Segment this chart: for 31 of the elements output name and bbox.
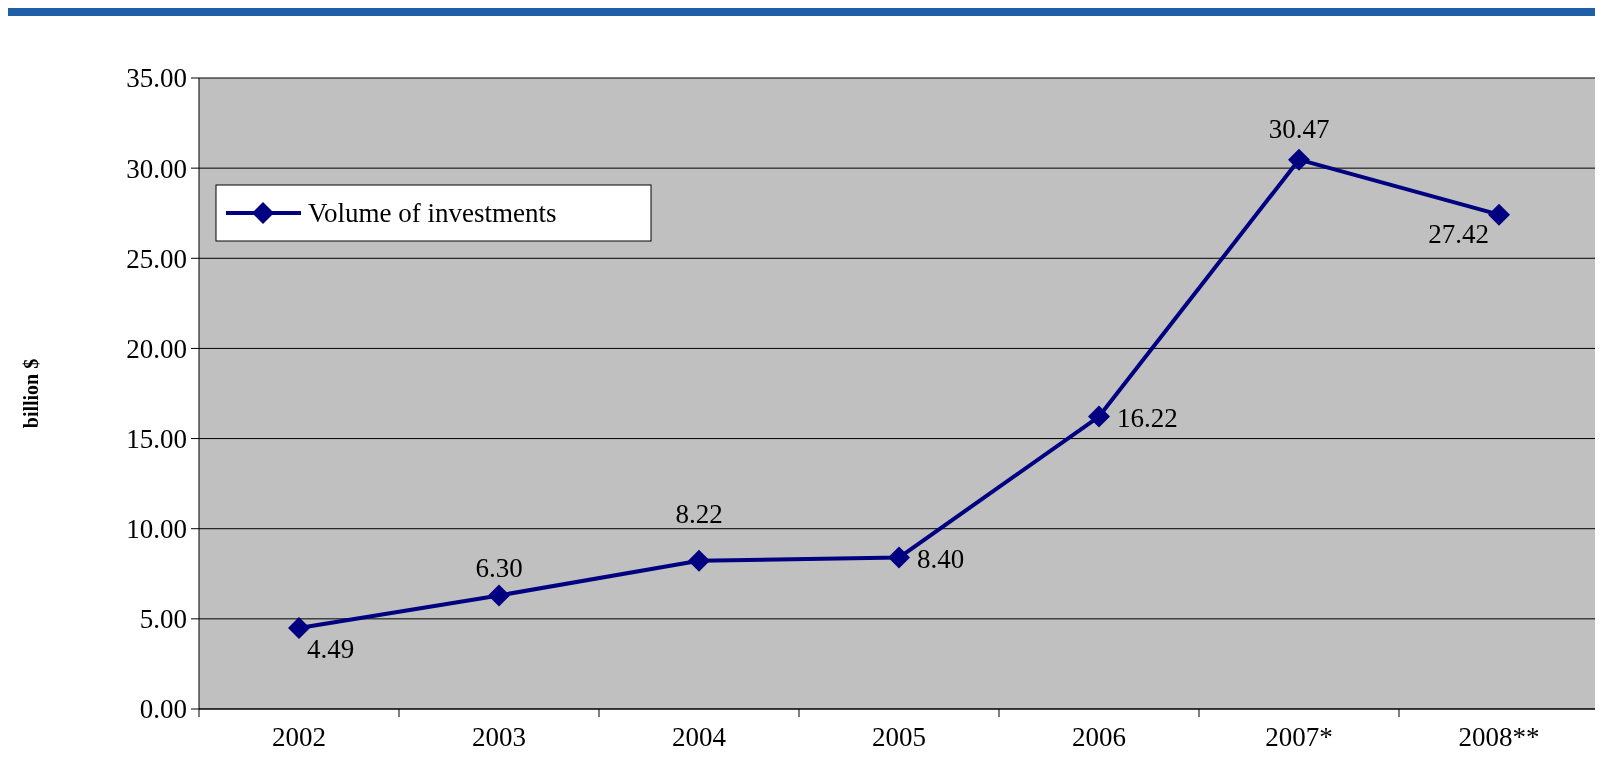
x-tick-label: 2003 (472, 722, 526, 752)
x-tick-label: 2002 (272, 722, 326, 752)
data-label: 8.40 (917, 543, 965, 574)
data-label: 6.30 (475, 553, 523, 584)
x-tick-label: 2007* (1265, 722, 1333, 752)
x-tick-label: 2004 (672, 722, 727, 752)
y-axis-title: billion $ (20, 358, 42, 429)
y-tick-label: 15.00 (126, 424, 187, 455)
legend-label: Volume of investments (308, 198, 557, 229)
point (488, 584, 510, 607)
y-tick-label: 20.00 (126, 333, 187, 364)
point (1488, 203, 1510, 226)
y-tick-label: 25.00 (126, 243, 187, 274)
point (288, 617, 310, 640)
data-label: 30.47 (1268, 113, 1330, 144)
point (1088, 405, 1110, 428)
y-tick-label: 5.00 (139, 604, 187, 635)
point (888, 546, 910, 569)
x-tick-label: 2008** (1458, 722, 1540, 752)
y-tick-label: 0.00 (139, 694, 187, 725)
point (688, 549, 710, 572)
data-label: 16.22 (1117, 402, 1178, 433)
data-label: 8.22 (675, 498, 723, 529)
x-tick-label: 2006 (1072, 722, 1126, 752)
y-tick-label: 30.00 (126, 153, 187, 184)
x-tick-label: 2005 (872, 722, 926, 752)
y-tick-label: 35.00 (126, 63, 187, 94)
data-label: 4.49 (307, 634, 355, 665)
point (1288, 148, 1310, 171)
data-label: 27.42 (1428, 218, 1489, 249)
y-tick-label: 10.00 (126, 514, 187, 545)
